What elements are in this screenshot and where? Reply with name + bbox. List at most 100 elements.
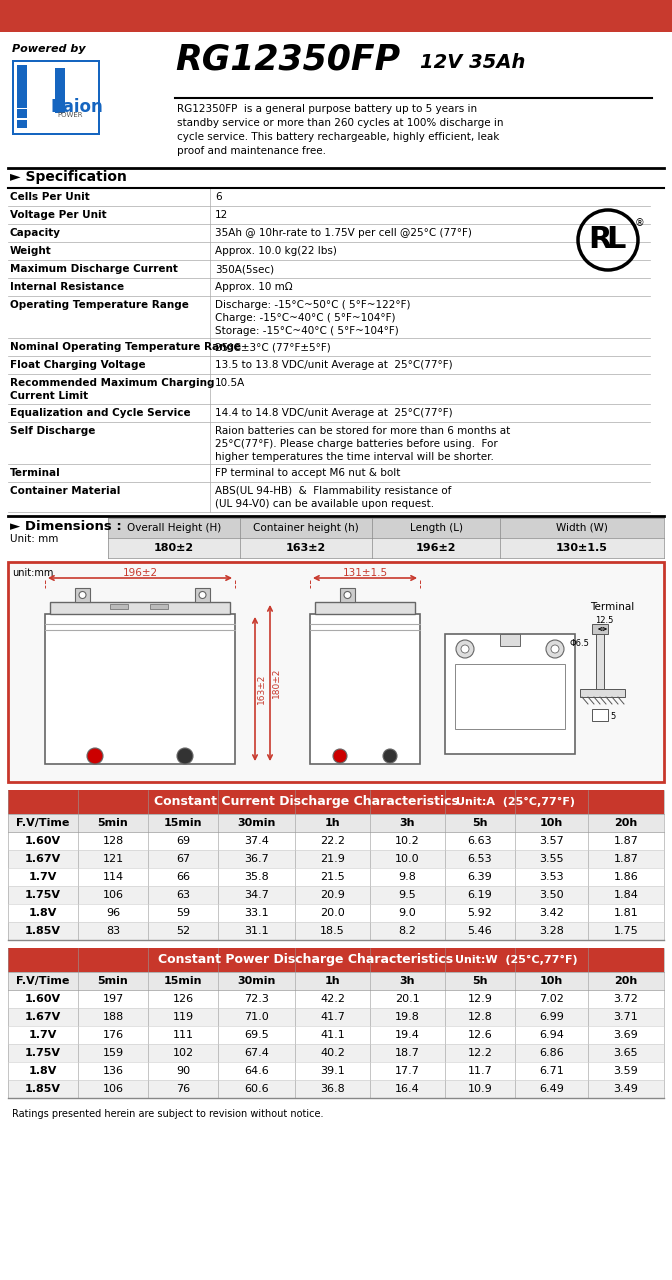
Bar bbox=[8, 868, 664, 886]
Text: 11.7: 11.7 bbox=[468, 1066, 493, 1076]
Bar bbox=[8, 562, 664, 782]
Text: 12.2: 12.2 bbox=[468, 1048, 493, 1059]
Text: 1.67V: 1.67V bbox=[25, 1012, 61, 1021]
Bar bbox=[8, 1080, 664, 1098]
Text: 5h: 5h bbox=[472, 975, 488, 986]
Text: 196±2: 196±2 bbox=[416, 543, 456, 553]
Text: L: L bbox=[606, 225, 626, 253]
Text: 3.65: 3.65 bbox=[614, 1048, 638, 1059]
Bar bbox=[45, 614, 235, 764]
Text: 42.2: 42.2 bbox=[320, 995, 345, 1004]
Bar bbox=[310, 614, 420, 764]
Text: 72.3: 72.3 bbox=[244, 995, 269, 1004]
Text: Approx. 10 mΩ: Approx. 10 mΩ bbox=[215, 282, 292, 292]
Text: 12.6: 12.6 bbox=[468, 1030, 493, 1039]
Bar bbox=[580, 689, 625, 698]
Text: 66: 66 bbox=[176, 872, 190, 882]
Text: POWER: POWER bbox=[57, 111, 83, 118]
Bar bbox=[35, 68, 55, 113]
Bar bbox=[455, 664, 565, 730]
Text: 1.7V: 1.7V bbox=[29, 872, 57, 882]
Text: Nominal Operating Temperature Range: Nominal Operating Temperature Range bbox=[10, 342, 241, 352]
Text: unit:mm: unit:mm bbox=[12, 568, 53, 579]
Circle shape bbox=[344, 591, 351, 599]
Text: 41.7: 41.7 bbox=[320, 1012, 345, 1021]
Bar bbox=[12, 60, 100, 134]
Text: ABS(UL 94-HB)  &  Flammability resistance of: ABS(UL 94-HB) & Flammability resistance … bbox=[215, 486, 452, 495]
Bar bbox=[8, 790, 664, 814]
Text: 188: 188 bbox=[102, 1012, 124, 1021]
Bar bbox=[0, 32, 672, 177]
Text: Voltage Per Unit: Voltage Per Unit bbox=[10, 210, 107, 220]
Bar bbox=[445, 634, 575, 754]
Text: 6.71: 6.71 bbox=[539, 1066, 564, 1076]
Text: proof and maintenance free.: proof and maintenance free. bbox=[177, 146, 326, 156]
Text: 12V 35Ah: 12V 35Ah bbox=[420, 52, 526, 72]
Text: Recommended Maximum Charging: Recommended Maximum Charging bbox=[10, 378, 214, 388]
Circle shape bbox=[199, 591, 206, 599]
Text: 5.92: 5.92 bbox=[468, 908, 493, 918]
Bar bbox=[110, 604, 128, 609]
Text: 1.7V: 1.7V bbox=[29, 1030, 57, 1039]
Text: Ratings presented herein are subject to revision without notice.: Ratings presented herein are subject to … bbox=[12, 1108, 323, 1119]
Bar bbox=[596, 634, 604, 689]
Text: 1.8V: 1.8V bbox=[29, 1066, 57, 1076]
Text: 67: 67 bbox=[176, 854, 190, 864]
Bar bbox=[108, 538, 664, 558]
Text: 10h: 10h bbox=[540, 818, 563, 828]
Text: 25°C(77°F). Please charge batteries before using.  For: 25°C(77°F). Please charge batteries befo… bbox=[215, 439, 498, 449]
Text: 136: 136 bbox=[103, 1066, 124, 1076]
Text: 96: 96 bbox=[106, 908, 120, 918]
Text: 6: 6 bbox=[215, 192, 222, 202]
Text: ®: ® bbox=[635, 218, 644, 228]
Text: 20.0: 20.0 bbox=[320, 908, 345, 918]
Text: 21.5: 21.5 bbox=[320, 872, 345, 882]
Bar bbox=[8, 1027, 664, 1044]
Bar bbox=[0, 0, 672, 32]
Text: 10h: 10h bbox=[540, 975, 563, 986]
Text: 163±2: 163±2 bbox=[286, 543, 326, 553]
Text: 9.8: 9.8 bbox=[398, 872, 417, 882]
Text: 106: 106 bbox=[103, 890, 124, 900]
Text: 34.7: 34.7 bbox=[244, 890, 269, 900]
Text: 3.59: 3.59 bbox=[614, 1066, 638, 1076]
Text: 3.57: 3.57 bbox=[539, 836, 564, 846]
Text: 41.1: 41.1 bbox=[320, 1030, 345, 1039]
Text: 1.8V: 1.8V bbox=[29, 908, 57, 918]
Text: 1.85V: 1.85V bbox=[25, 1084, 61, 1094]
Text: 20h: 20h bbox=[614, 975, 638, 986]
Text: Float Charging Voltage: Float Charging Voltage bbox=[10, 360, 146, 370]
Bar bbox=[592, 709, 608, 721]
Text: Unit:W  (25°C,77°F): Unit:W (25°C,77°F) bbox=[455, 955, 577, 965]
Text: Raion: Raion bbox=[50, 99, 103, 116]
Text: 12.5: 12.5 bbox=[595, 616, 614, 625]
Text: 102: 102 bbox=[173, 1048, 194, 1059]
Circle shape bbox=[177, 748, 193, 764]
Text: 130±1.5: 130±1.5 bbox=[556, 543, 608, 553]
Text: Discharge: -15°C~50°C ( 5°F~122°F): Discharge: -15°C~50°C ( 5°F~122°F) bbox=[215, 300, 411, 310]
Bar bbox=[17, 76, 27, 88]
Bar bbox=[315, 602, 415, 614]
Text: 1.60V: 1.60V bbox=[25, 836, 61, 846]
Text: Internal Resistance: Internal Resistance bbox=[10, 282, 124, 292]
Text: 40.2: 40.2 bbox=[320, 1048, 345, 1059]
Text: 39.1: 39.1 bbox=[320, 1066, 345, 1076]
Text: 6.19: 6.19 bbox=[468, 890, 493, 900]
Text: 3.53: 3.53 bbox=[539, 872, 564, 882]
Text: 12.8: 12.8 bbox=[468, 1012, 493, 1021]
Bar bbox=[35, 68, 65, 113]
Text: 10.2: 10.2 bbox=[395, 836, 420, 846]
Text: Equalization and Cycle Service: Equalization and Cycle Service bbox=[10, 408, 191, 419]
Bar bbox=[500, 634, 520, 646]
Bar bbox=[75, 588, 90, 602]
Text: ► Specification: ► Specification bbox=[10, 170, 127, 184]
Text: 35.8: 35.8 bbox=[244, 872, 269, 882]
Text: 30min: 30min bbox=[237, 975, 276, 986]
Text: 3h: 3h bbox=[400, 818, 415, 828]
Text: 15min: 15min bbox=[164, 818, 202, 828]
Text: Approx. 10.0 kg(22 lbs): Approx. 10.0 kg(22 lbs) bbox=[215, 246, 337, 256]
Text: Operating Temperature Range: Operating Temperature Range bbox=[10, 300, 189, 310]
Circle shape bbox=[87, 748, 103, 764]
Text: 1.75V: 1.75V bbox=[25, 1048, 61, 1059]
Bar bbox=[17, 65, 27, 78]
